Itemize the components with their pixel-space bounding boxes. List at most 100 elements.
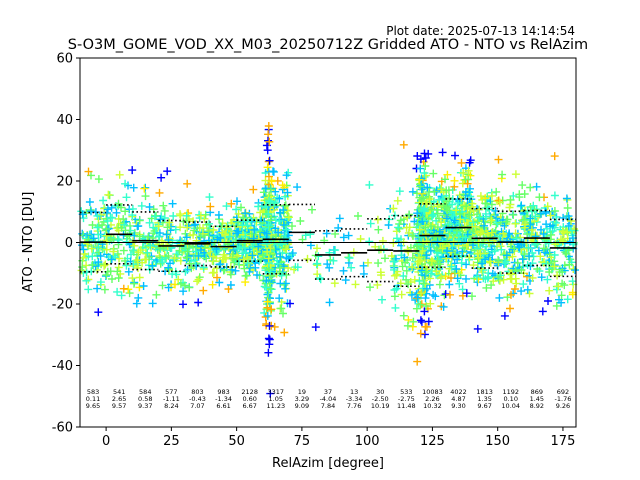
data-point: [283, 188, 292, 197]
data-point: [191, 256, 200, 265]
data-point: [102, 231, 111, 240]
data-point: [264, 210, 273, 218]
data-point: [282, 171, 291, 180]
data-point: [396, 279, 405, 288]
data-point: [446, 290, 454, 299]
data-point: [405, 223, 414, 232]
x-tick-label: 125: [420, 434, 445, 449]
data-point: [416, 164, 425, 173]
bin-mean-label: 2.26: [425, 395, 439, 403]
data-point: [420, 330, 429, 339]
data-point: [426, 269, 435, 278]
data-point: [303, 254, 312, 263]
data-point: [500, 311, 509, 320]
data-point: [535, 193, 544, 202]
data-point: [408, 187, 417, 196]
data-point: [546, 211, 555, 220]
data-point: [112, 208, 121, 217]
data-point: [413, 242, 422, 251]
data-point: [226, 281, 235, 289]
data-point: [453, 274, 462, 283]
data-point: [555, 295, 563, 304]
data-point: [277, 304, 286, 313]
data-point: [408, 322, 417, 331]
data-point: [166, 259, 174, 268]
data-point: [563, 228, 572, 237]
data-point: [426, 246, 435, 255]
bin-std-label: 9.67: [477, 402, 491, 410]
data-point: [441, 175, 449, 184]
data-point: [288, 249, 297, 258]
data-point: [393, 196, 402, 205]
data-point: [213, 273, 221, 282]
data-point: [265, 196, 273, 205]
data-point: [506, 304, 514, 313]
data-point: [157, 173, 166, 182]
data-point: [325, 263, 334, 272]
data-point: [233, 197, 241, 206]
data-point: [143, 248, 152, 257]
data-point: [108, 275, 116, 283]
data-point: [216, 234, 225, 243]
data-point: [495, 198, 504, 207]
data-point: [109, 247, 118, 256]
data-point: [79, 214, 88, 223]
data-point: [154, 232, 163, 241]
bin-count-label: 30: [376, 388, 384, 396]
data-point: [500, 221, 509, 230]
data-point: [281, 279, 290, 288]
data-point: [130, 279, 138, 288]
data-point: [517, 287, 526, 296]
data-point: [330, 279, 339, 288]
data-point: [545, 286, 554, 295]
data-point: [89, 234, 98, 243]
data-point: [241, 248, 250, 257]
data-point: [478, 259, 486, 268]
data-point: [159, 201, 168, 210]
data-point: [553, 271, 562, 280]
data-point: [354, 212, 362, 220]
data-point: [281, 192, 290, 201]
data-point: [193, 277, 202, 286]
data-point: [419, 206, 428, 215]
data-point: [282, 225, 291, 234]
data-point: [442, 214, 451, 223]
data-point: [148, 261, 157, 270]
data-point: [533, 265, 542, 273]
data-point: [482, 199, 490, 208]
data-point: [225, 232, 234, 241]
data-point: [183, 179, 192, 188]
data-point: [238, 249, 247, 258]
data-point: [462, 260, 471, 269]
data-point: [200, 243, 209, 252]
data-point: [176, 223, 185, 232]
data-point: [232, 205, 241, 214]
data-point: [313, 259, 322, 268]
data-point: [128, 166, 137, 175]
data-point: [169, 212, 178, 220]
data-point: [209, 226, 218, 234]
data-point: [134, 293, 143, 302]
data-point: [261, 176, 270, 185]
data-point: [408, 263, 417, 272]
data-point: [544, 297, 552, 305]
data-point: [278, 240, 287, 249]
data-point: [276, 252, 285, 261]
data-point: [538, 307, 547, 316]
data-point: [551, 240, 560, 249]
data-point: [452, 265, 461, 273]
data-point: [94, 230, 103, 239]
data-point: [275, 294, 284, 303]
data-point: [498, 170, 507, 179]
x-tick-label: 25: [163, 434, 180, 449]
data-point: [341, 276, 350, 285]
bin-std-label: 6.61: [216, 402, 230, 410]
data-point: [520, 190, 529, 198]
data-point: [415, 225, 424, 234]
data-point: [100, 261, 109, 270]
data-point: [399, 311, 408, 320]
data-point: [366, 219, 375, 228]
data-point: [156, 215, 165, 224]
data-point: [273, 259, 282, 268]
